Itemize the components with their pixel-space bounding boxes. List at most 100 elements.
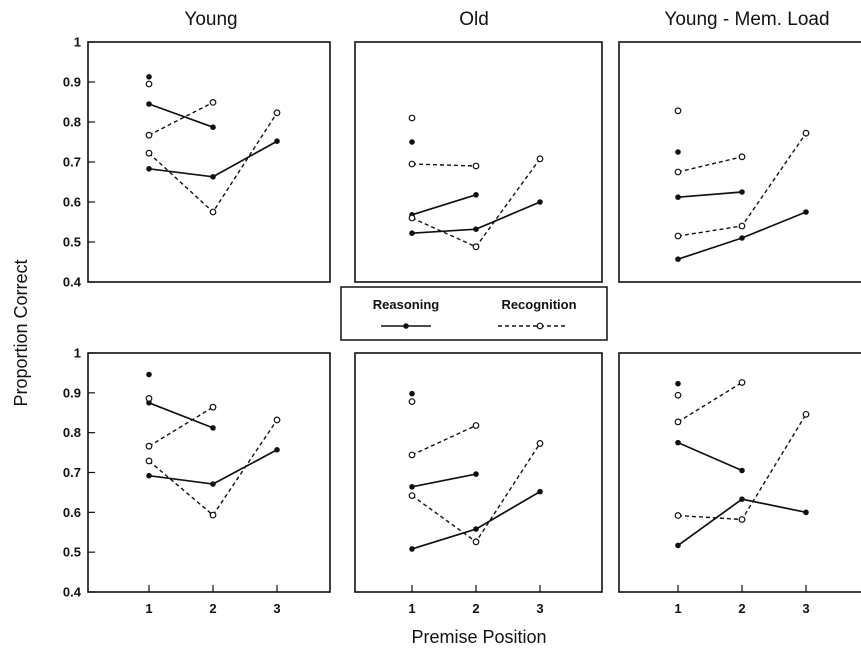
recognition-point — [408, 214, 416, 222]
reasoning-point — [803, 209, 809, 215]
recognition-point — [408, 451, 416, 459]
reasoning-point — [473, 226, 479, 232]
y-tick-label: 0.6 — [63, 505, 81, 520]
reasoning-point — [473, 526, 479, 532]
legend: Reasoning Recognition — [340, 286, 608, 341]
reasoning-point — [409, 230, 415, 236]
legend-reasoning-marker — [403, 323, 409, 329]
recognition-point — [674, 107, 682, 115]
y-tick-label: 0.4 — [63, 585, 82, 600]
recognition-series-line — [148, 101, 214, 136]
legend-recognition-label: Recognition — [501, 297, 576, 312]
recognition-point — [209, 98, 217, 106]
y-tick-label: 0.5 — [63, 235, 81, 250]
recognition-point — [674, 391, 682, 399]
recognition-series-line — [411, 424, 477, 456]
panel-top-young: Young 0.4 0.5 0.6 0.7 0.8 0.9 1 — [63, 9, 331, 290]
panel-frame-top-young — [87, 41, 331, 283]
panel-frame-top-young-mem-load — [618, 41, 861, 283]
recognition-series-line — [148, 406, 214, 447]
reasoning-point — [537, 199, 543, 205]
recognition-point — [674, 168, 682, 176]
recognition-point — [145, 442, 153, 450]
reasoning-point — [210, 425, 216, 431]
recognition-series-line — [411, 158, 541, 248]
y-tick-label: 1 — [74, 35, 81, 50]
recognition-point — [472, 162, 480, 170]
reasoning-point — [675, 380, 681, 387]
panel-bottom-old: 1 2 3 — [354, 352, 603, 616]
reasoning-point — [537, 488, 543, 495]
recognition-point — [209, 511, 217, 519]
recognition-point — [674, 512, 682, 519]
recognition-series-line — [677, 381, 743, 423]
x-tick-label: 1 — [145, 601, 152, 616]
y-tick-label: 1 — [74, 346, 81, 361]
recognition-point — [738, 153, 746, 161]
y-tick-label: 0.9 — [63, 385, 81, 400]
panel-frame-bottom-young — [87, 352, 331, 593]
reasoning-point — [146, 74, 152, 80]
panel-title-old: Old — [459, 9, 489, 30]
recognition-point — [802, 129, 810, 137]
recognition-point — [536, 440, 544, 447]
panel-top-old: Old — [354, 9, 603, 283]
recognition-point — [738, 516, 746, 523]
reasoning-point — [409, 546, 415, 552]
recognition-point — [674, 232, 682, 240]
reasoning-point — [739, 235, 745, 241]
recognition-point — [408, 398, 416, 405]
recognition-point — [273, 416, 281, 424]
x-tick-label: 3 — [802, 601, 809, 616]
y-tick-label: 0.6 — [63, 195, 81, 210]
recognition-series-line — [411, 163, 477, 167]
recognition-point — [738, 222, 746, 230]
x-tick-label: 2 — [209, 601, 216, 616]
recognition-point — [472, 243, 480, 251]
reasoning-point — [210, 124, 216, 130]
reasoning-point — [675, 149, 681, 155]
x-axis-label: Premise Position — [411, 627, 546, 647]
legend-recognition-marker — [536, 322, 544, 330]
recognition-point — [145, 149, 153, 157]
legend-box — [340, 286, 608, 341]
recognition-point — [738, 379, 746, 386]
x-tick-label: 1 — [674, 601, 681, 616]
recognition-point — [145, 131, 153, 139]
recognition-point — [209, 403, 217, 411]
reasoning-point — [210, 481, 216, 487]
recognition-point — [472, 422, 480, 429]
recognition-point — [273, 109, 281, 117]
reasoning-point — [675, 194, 681, 200]
y-tick-label: 0.8 — [63, 425, 81, 440]
reasoning-series-line — [148, 449, 278, 485]
y-tick-label: 0.5 — [63, 545, 81, 560]
x-tick-label: 3 — [273, 601, 280, 616]
reasoning-series-line — [148, 103, 214, 128]
legend-reasoning-label: Reasoning — [373, 297, 440, 312]
recognition-point — [536, 155, 544, 163]
y-tick-label: 0.9 — [63, 75, 81, 90]
y-tick-label: 0.8 — [63, 115, 81, 130]
reasoning-point — [409, 139, 415, 145]
recognition-point — [408, 160, 416, 168]
y-axis-label: Proportion Correct — [11, 259, 31, 406]
x-tick-label: 2 — [738, 601, 745, 616]
reasoning-point — [675, 439, 681, 446]
panel-bottom-young: 0.4 0.5 0.6 0.7 0.8 0.9 1 1 2 3 — [63, 346, 331, 616]
recognition-point — [145, 457, 153, 465]
reasoning-series-line — [411, 193, 477, 216]
recognition-point — [145, 80, 153, 88]
reasoning-point — [146, 166, 152, 172]
reasoning-point — [146, 472, 152, 479]
recognition-point — [802, 410, 810, 418]
panel-frame-bottom-old — [354, 352, 603, 593]
x-tick-label: 1 — [408, 601, 415, 616]
reasoning-point — [473, 471, 479, 477]
reasoning-point — [739, 189, 745, 195]
panel-frame-bottom-young-mem-load — [618, 352, 861, 593]
reasoning-point — [675, 542, 681, 549]
reasoning-series-line — [148, 140, 278, 178]
reasoning-point — [409, 390, 415, 397]
reasoning-point — [473, 192, 479, 198]
